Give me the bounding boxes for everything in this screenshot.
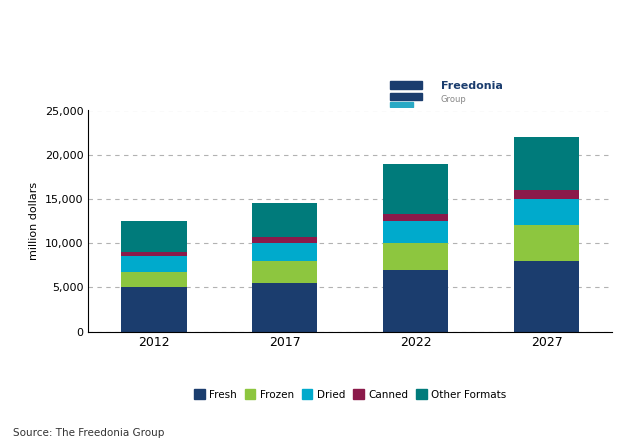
Bar: [121, 272, 187, 287]
Bar: [252, 243, 317, 261]
Text: Group: Group: [441, 95, 467, 104]
Bar: [121, 221, 187, 252]
FancyBboxPatch shape: [389, 93, 422, 99]
Bar: [383, 221, 449, 243]
Bar: [383, 164, 449, 214]
Bar: [514, 225, 579, 261]
Bar: [383, 243, 449, 270]
Bar: [121, 252, 187, 256]
Bar: [514, 137, 579, 190]
Text: Source: The Freedonia Group: Source: The Freedonia Group: [13, 427, 164, 438]
Legend: Fresh, Frozen, Dried, Canned, Other Formats: Fresh, Frozen, Dried, Canned, Other Form…: [190, 385, 510, 404]
Bar: [252, 237, 317, 243]
Bar: [383, 214, 449, 221]
Bar: [383, 270, 449, 332]
Bar: [121, 287, 187, 332]
Bar: [514, 190, 579, 199]
Bar: [514, 261, 579, 332]
Text: Figure 3-5.
Flexible Packaging Demand by Food Format,
2012, 2017, 2022, & 2027
(: Figure 3-5. Flexible Packaging Demand by…: [9, 3, 282, 56]
Text: Freedonia: Freedonia: [441, 81, 503, 91]
Bar: [252, 203, 317, 237]
Bar: [514, 199, 579, 225]
Bar: [121, 256, 187, 272]
FancyBboxPatch shape: [389, 81, 422, 89]
Bar: [252, 261, 317, 283]
Bar: [252, 283, 317, 332]
Y-axis label: million dollars: million dollars: [29, 182, 39, 260]
FancyBboxPatch shape: [389, 102, 413, 107]
